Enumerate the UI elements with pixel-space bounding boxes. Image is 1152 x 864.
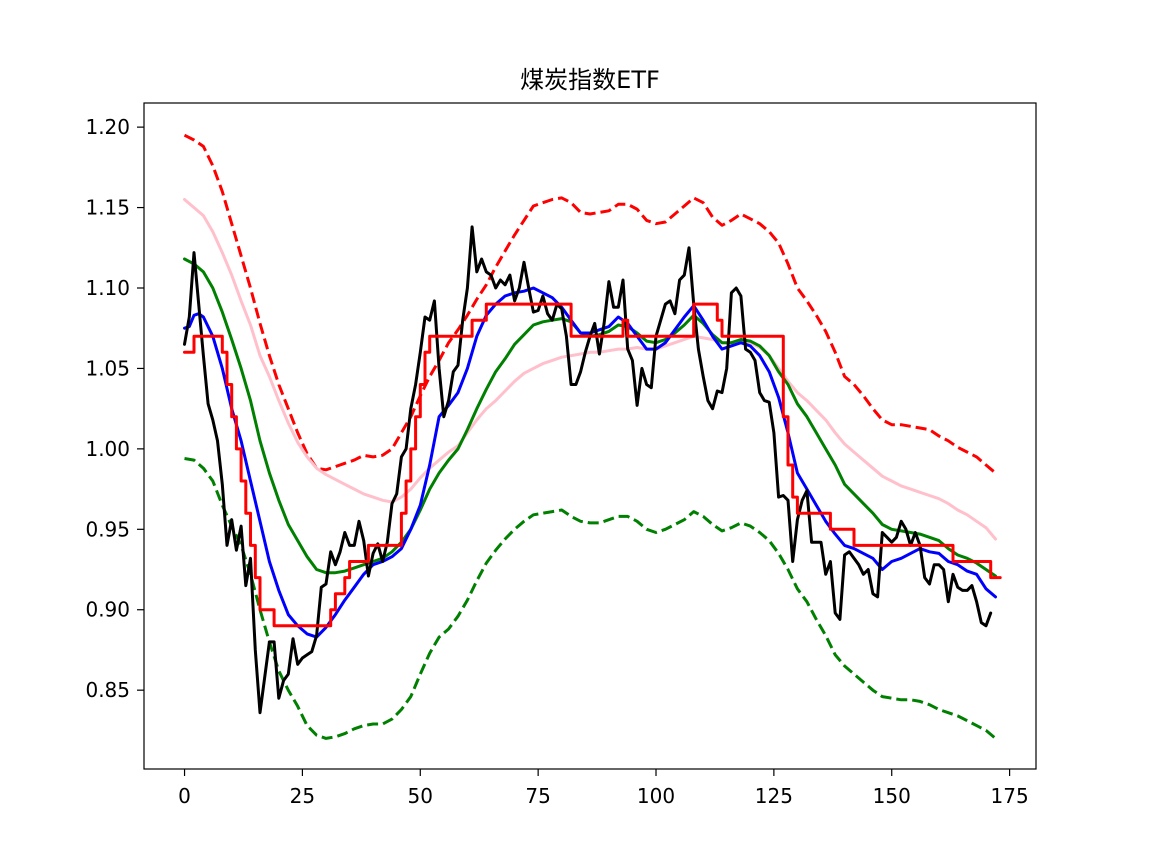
x-tick-label: 75 <box>525 784 550 808</box>
series-line-middle_band <box>183 198 997 541</box>
x-tick-label: 50 <box>408 784 433 808</box>
series-layer <box>183 133 1002 740</box>
series-line-ma_short <box>183 286 997 639</box>
x-tick-label: 100 <box>637 784 675 808</box>
y-tick-label: 1.05 <box>85 356 130 380</box>
series-line-price <box>183 225 993 715</box>
chart-title: 煤炭指数ETF <box>520 66 660 94</box>
series-line-step_level <box>183 302 1002 628</box>
y-tick-label: 0.95 <box>85 517 130 541</box>
x-tick-label: 125 <box>755 784 793 808</box>
x-tick-label: 25 <box>290 784 315 808</box>
x-tick-label: 150 <box>873 784 911 808</box>
y-tick-label: 1.15 <box>85 196 130 220</box>
series-line-upper_band <box>183 133 997 475</box>
y-tick-label: 1.00 <box>85 437 130 461</box>
y-tick-label: 1.20 <box>85 115 130 139</box>
y-axis: 0.85 0.90 0.95 1.00 1.05 1.10 1.15 1.20 <box>85 115 144 702</box>
y-tick-label: 1.10 <box>85 276 130 300</box>
x-axis: 0 25 50 75 100 125 150 175 <box>178 769 1029 808</box>
y-tick-label: 0.85 <box>85 678 130 702</box>
x-tick-label: 0 <box>178 784 191 808</box>
y-tick-label: 0.90 <box>85 598 130 622</box>
x-tick-label: 175 <box>991 784 1029 808</box>
series-line-lower_band <box>184 457 997 740</box>
plot-frame <box>143 102 1037 770</box>
